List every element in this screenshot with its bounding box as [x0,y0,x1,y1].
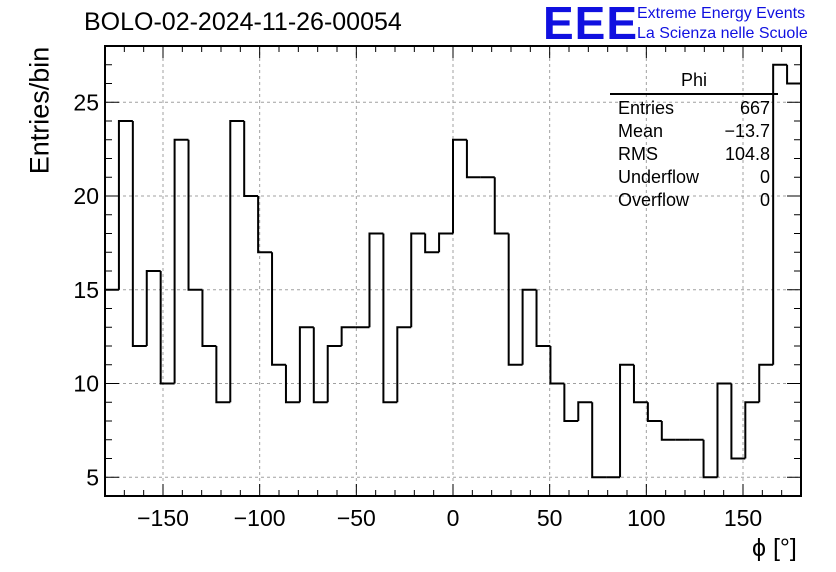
x-tick-label: −100 [234,505,286,531]
histogram-bin [786,64,801,85]
histogram-bin [507,233,523,366]
histogram-bin [271,252,286,366]
stats-value: 104.8 [724,144,770,164]
histogram-bin [702,439,718,479]
y-tick-label: 10 [73,371,99,397]
stats-label: Entries [618,98,675,118]
eee-logo: EEE [543,0,639,49]
histogram-bin [744,401,760,459]
histogram-bin [257,196,273,254]
histogram-bin [340,326,356,346]
stats-value: 0 [759,190,770,210]
histogram-bin [243,121,259,197]
histogram-bin [410,232,426,328]
stats-value: 0 [759,167,770,187]
histogram-bin [159,271,175,385]
histogram-bin [493,177,509,235]
stats-row-entries: Entries 667 [610,97,778,120]
histogram-bin [229,120,245,403]
histogram-bin [591,402,607,479]
x-tick-label: −50 [337,505,376,531]
histogram-bin [465,139,481,179]
histogram-bin [382,233,398,404]
histogram-bin [326,345,342,403]
histogram-bin [772,63,788,365]
stats-value: −13.7 [724,121,770,141]
x-tick-label: 150 [724,505,762,531]
histogram-bin [424,233,440,254]
histogram-bin [368,232,384,328]
histogram-bin [758,363,774,403]
stats-value: 667 [739,98,770,118]
chart-title: BOLO-02-2024-11-26-00054 [84,8,402,36]
histogram-bin [438,232,453,253]
histogram-bin [660,421,676,441]
histogram-bin [632,364,648,404]
histogram-bin [173,138,189,384]
histogram-bin [117,120,133,290]
y-tick-label: 20 [73,183,99,209]
histogram-bin [201,289,217,347]
logo-line-1: Extreme Energy Events [637,5,806,22]
x-axis-label: ϕ [°] [752,534,797,562]
histogram-bin [145,270,161,346]
histogram-bin [215,346,231,404]
histogram-bin [521,288,537,365]
histogram-bin [646,402,662,422]
histogram-bin [716,382,732,478]
stats-box: Phi Entries 667 Mean −13.7 RMS 104.8 Und… [610,70,778,212]
stats-row-rms: RMS 104.8 [610,143,778,166]
x-tick-label: −150 [137,505,189,531]
stats-row-overflow: Overflow 0 [610,189,778,212]
y-tick-label: 25 [73,89,99,115]
stats-row-mean: Mean −13.7 [610,120,778,143]
stats-label: Underflow [618,167,700,187]
logo-line-2: La Scienza nelle Scuole [637,25,808,42]
histogram-bin [730,383,746,460]
histogram-bin [312,327,328,404]
histogram-bin [284,364,300,404]
histogram-bin [563,383,579,422]
histogram-bin [535,289,551,347]
histogram-bin [396,326,412,403]
histogram-bin [619,363,634,478]
histogram-bin [298,326,314,403]
histogram-bin [187,139,203,291]
y-tick-label: 5 [86,464,99,490]
x-tick-label: 0 [447,505,460,531]
histogram-bin [131,121,147,347]
stats-label: RMS [618,144,658,164]
histogram-bin [452,138,467,234]
stats-row-underflow: Underflow 0 [610,166,778,189]
stats-label: Mean [618,121,664,141]
histogram-bin [549,346,565,385]
histogram-bin [577,401,593,421]
stats-title: Phi [610,70,778,95]
y-tick-label: 15 [73,277,99,303]
stats-label: Overflow [618,190,690,210]
x-tick-label: 100 [627,505,665,531]
x-tick-label: 50 [537,505,563,531]
